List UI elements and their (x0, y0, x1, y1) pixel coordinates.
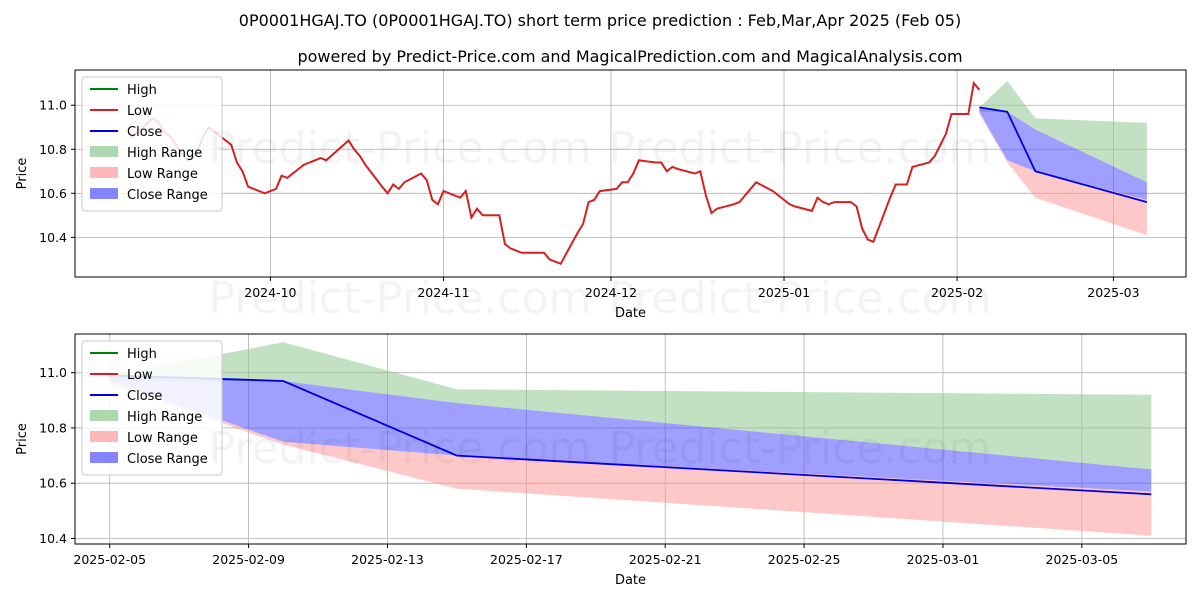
y-tick-label: 10.8 (39, 420, 67, 435)
watermark-text: Predict-Price.com (609, 123, 992, 174)
x-tick-label: 2025-03-05 (1046, 552, 1119, 567)
legend-label: Low (127, 104, 153, 119)
x-tick-label: 2025-02-21 (629, 552, 702, 567)
axes-frame (74, 333, 1187, 545)
x-tick-label: 2025-03-01 (907, 552, 980, 567)
chart-subtitle: powered by Predict-Price.com and Magical… (297, 47, 962, 66)
x-tick-label: 2025-02-09 (212, 552, 285, 567)
legend-label: High (127, 83, 157, 98)
y-tick-label: 10.8 (39, 142, 67, 157)
legend: High Low Close High Range Low Range Close Ran… (81, 340, 223, 476)
x-axis-label: Date (615, 573, 646, 588)
axes-frame (74, 69, 1187, 278)
legend-label: Low (127, 368, 153, 383)
y-axis-label: Price (15, 158, 30, 190)
bottom-panel: 2025-02-05 2025-02-09 2025-02-13 2025-02-17… (15, 333, 1187, 588)
legend-label: Low Range (127, 431, 198, 446)
y-tick-label: 10.6 (39, 476, 67, 491)
x-tick-label: 2025-02-25 (768, 552, 841, 567)
x-tick-label: 2024-10 (244, 285, 296, 300)
x-tick-label: 2025-02-17 (490, 552, 563, 567)
y-tick-label: 11.0 (39, 98, 67, 113)
legend-label: Low Range (127, 167, 198, 182)
x-tick-label: 2025-03 (1087, 285, 1139, 300)
high-range-band (109, 342, 1152, 470)
legend-label: Close Range (127, 188, 208, 203)
x-tick-label: 2025-01 (758, 285, 810, 300)
low-series-line (130, 80, 981, 266)
watermark-text: Predict-Price.com (609, 423, 992, 474)
high-range-band (979, 81, 1147, 183)
y-axis-label: Price (15, 423, 30, 455)
low-range-band (109, 381, 1152, 536)
watermark-text: Predict-Price.com (209, 273, 592, 324)
legend-label: Close (127, 125, 162, 140)
x-tick-label: 2025-02 (931, 285, 983, 300)
legend-label: High Range (127, 410, 202, 425)
y-tick-label: 10.4 (39, 230, 67, 245)
legend: High Low Close High Range Low Range Close Ran… (81, 76, 223, 212)
x-axis-label: Date (615, 306, 646, 321)
plot-area (130, 80, 1148, 266)
x-tick-label: 2025-02-13 (351, 552, 424, 567)
legend-swatch-patch (90, 431, 118, 442)
legend-label: Close Range (127, 452, 208, 467)
close-range-band (979, 107, 1147, 200)
chart-title: 0P0001HGAJ.TO (0P0001HGAJ.TO) short term… (239, 11, 961, 30)
legend-swatch-patch (90, 410, 118, 421)
legend-swatch-patch (90, 146, 118, 157)
legend-label: Close (127, 389, 162, 404)
close-series-line (979, 106, 1148, 203)
watermark-text: Predict-Price.com (209, 123, 592, 174)
watermark-text: Predict-Price.com (209, 423, 592, 474)
y-tick-label: 10.4 (39, 531, 67, 546)
y-tick-label: 11.0 (39, 365, 67, 380)
legend-swatch-patch (90, 188, 118, 199)
y-tick-label: 10.6 (39, 186, 67, 201)
watermark-layer: Predict-Price.com Predict-Price.com Pred… (209, 123, 992, 474)
legend-swatch-patch (90, 167, 118, 178)
legend-label: High (127, 347, 157, 362)
x-tick-label: 2024-12 (585, 285, 637, 300)
low-range-band (979, 111, 1147, 236)
top-panel: 2024-10 2024-11 2024-12 2025-01 2025-02 2025-… (15, 69, 1187, 321)
close-range-band (109, 375, 1152, 492)
watermark-text: Predict-Price.com (609, 273, 992, 324)
x-tick-label: 2025-02-05 (73, 552, 146, 567)
legend-swatch-patch (90, 452, 118, 463)
x-tick-label: 2024-11 (417, 285, 469, 300)
legend-label: High Range (127, 146, 202, 161)
